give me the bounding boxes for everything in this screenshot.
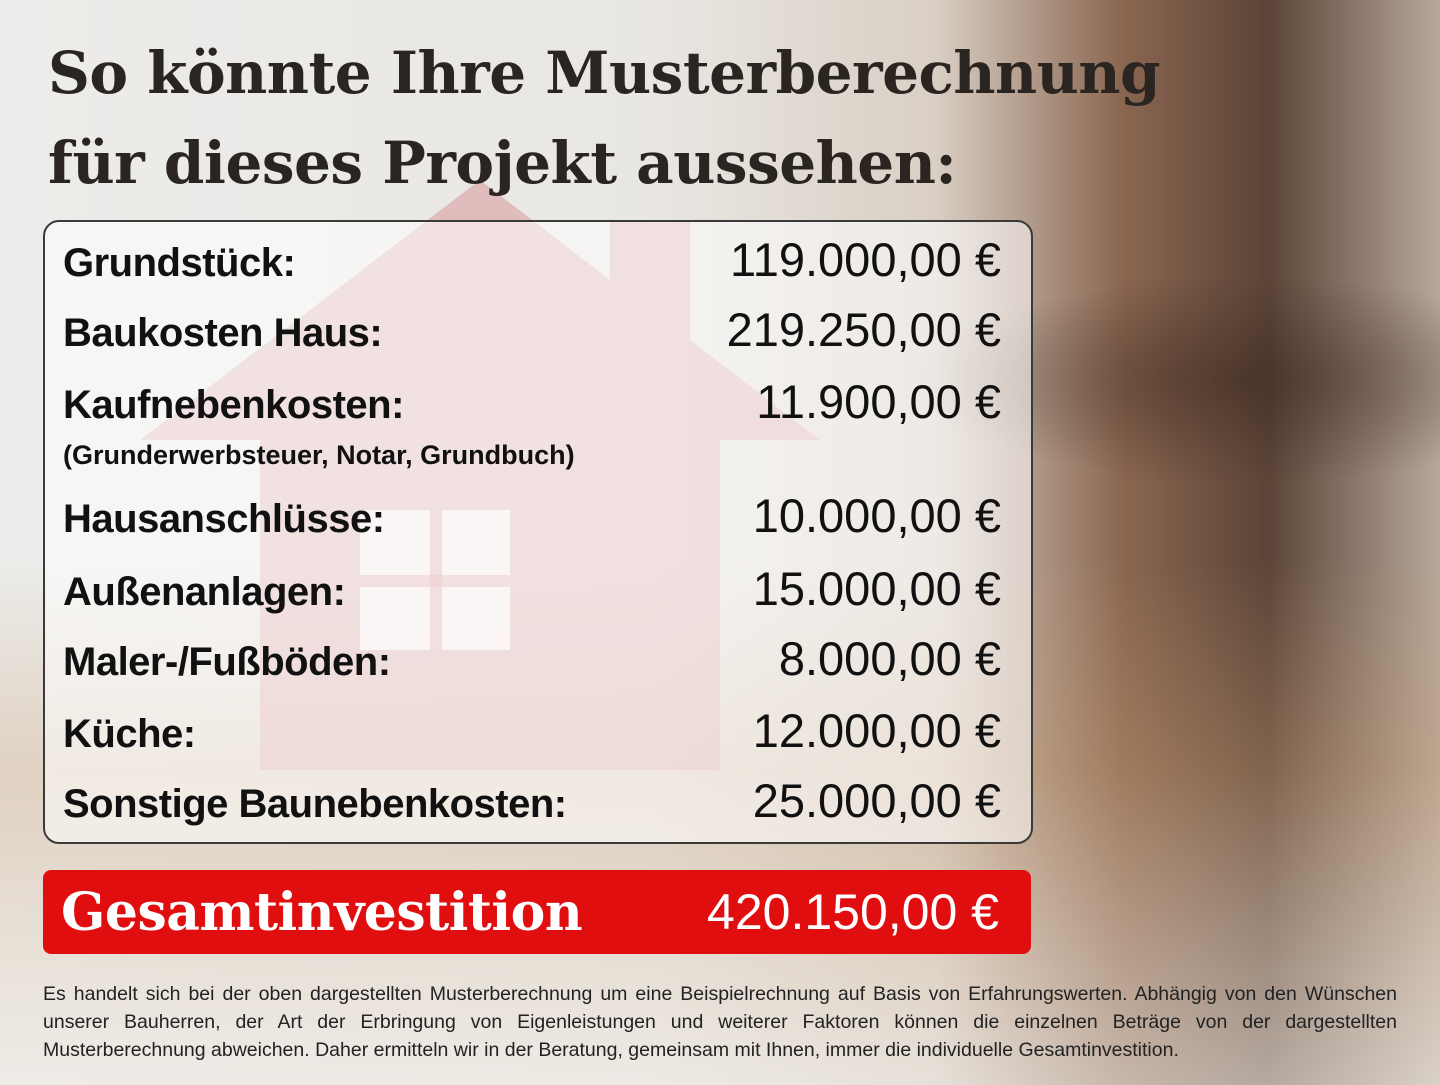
cost-value: 12.000,00 € xyxy=(752,704,1001,757)
total-label: Gesamtinvestition xyxy=(61,881,583,943)
cost-row: Maler-/Fußböden: 8.000,00 € xyxy=(63,631,1001,686)
cost-label: Grundstück: xyxy=(63,241,296,285)
cost-label: Sonstige Baunebenkosten: xyxy=(63,782,567,826)
cost-value: 11.900,00 € xyxy=(756,375,1001,428)
cost-label: Kaufnebenkosten: xyxy=(63,383,404,427)
cost-label: Außenanlagen: xyxy=(63,570,346,614)
cost-label: Küche: xyxy=(63,712,196,756)
cost-label: Baukosten Haus: xyxy=(63,311,383,355)
cost-row: Sonstige Baunebenkosten: 25.000,00 € xyxy=(63,773,1001,828)
cost-value: 15.000,00 € xyxy=(752,562,1001,615)
total-value: 420.150,00 € xyxy=(707,884,999,940)
cost-value: 8.000,00 € xyxy=(778,632,1001,685)
title-line-2: für dieses Projekt aussehen: xyxy=(48,129,957,197)
cost-row: Außenanlagen: 15.000,00 € xyxy=(63,561,1001,616)
cost-row: Baukosten Haus: 219.250,00 € xyxy=(63,302,1001,357)
disclaimer: Es handelt sich bei der oben dargestellt… xyxy=(43,983,1397,1061)
cost-value: 25.000,00 € xyxy=(752,774,1001,827)
cost-label: Maler-/Fußböden: xyxy=(63,640,391,684)
cost-value: 10.000,00 € xyxy=(752,489,1001,542)
cost-row: Küche: 12.000,00 € xyxy=(63,703,1001,758)
page-title: So könnte Ihre Musterberechnung für dies… xyxy=(48,28,1161,208)
cost-value: 119.000,00 € xyxy=(730,233,1001,286)
cost-value: 219.250,00 € xyxy=(726,303,1001,356)
cost-row: Grundstück: 119.000,00 € xyxy=(63,232,1001,287)
cost-row: Kaufnebenkosten: 11.900,00 € xyxy=(63,374,1001,429)
cost-label: Hausanschlüsse: xyxy=(63,497,385,541)
total-banner: Gesamtinvestition 420.150,00 € xyxy=(43,870,1031,954)
cost-table: Grundstück: 119.000,00 € Baukosten Haus: 2… xyxy=(43,220,1033,844)
title-line-1: So könnte Ihre Musterberechnung xyxy=(48,39,1161,107)
cost-row: Hausanschlüsse: 10.000,00 € xyxy=(63,488,1001,543)
cost-note: (Grunderwerbsteuer, Notar, Grundbuch) xyxy=(63,440,575,470)
